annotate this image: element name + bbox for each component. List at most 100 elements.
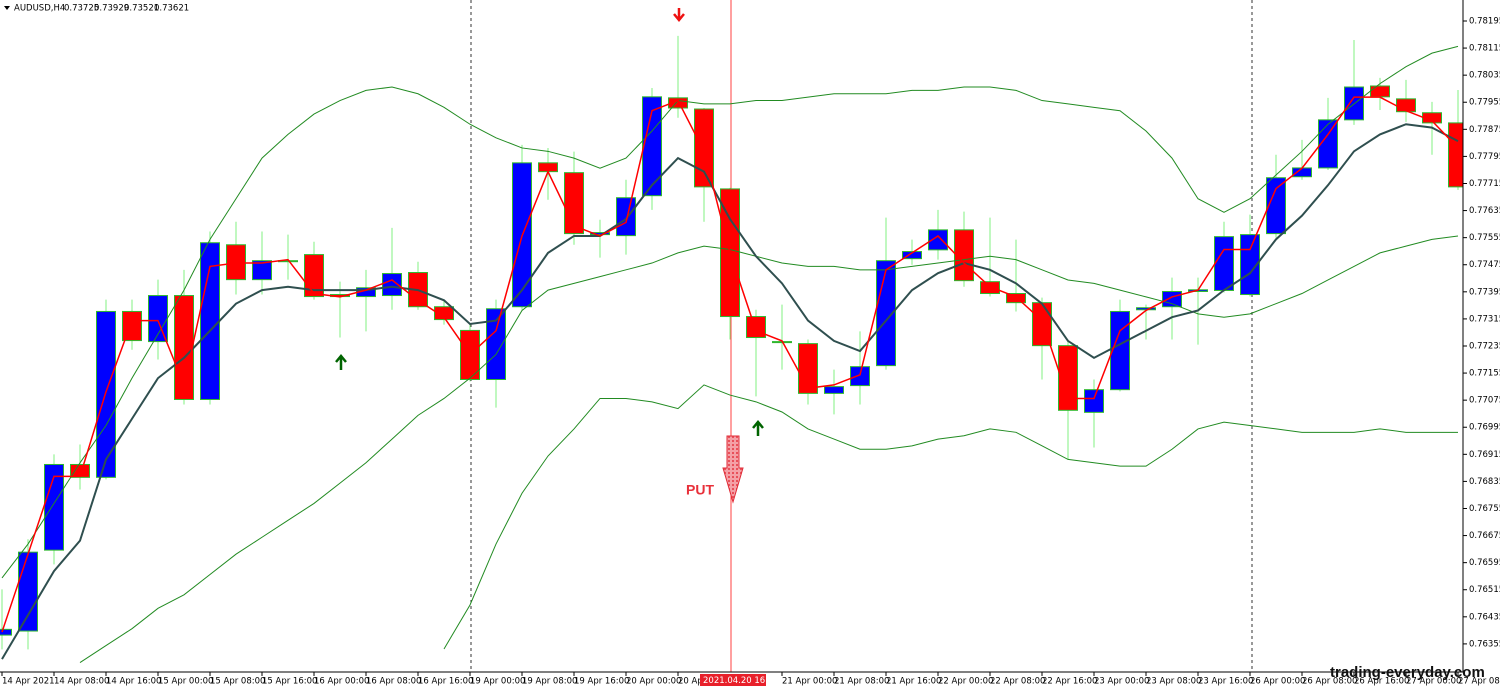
indicator-line [1,123,1459,660]
candle-body [382,273,402,297]
x-tick-label: 23 Apr 00:00 [1094,677,1149,687]
y-tick-label: 0.76915 [1469,450,1500,460]
candle-body [980,281,1000,295]
y-tick-label: 0.77075 [1469,396,1500,406]
candle-body [928,229,948,251]
x-tick-label: 19 Apr 08:00 [522,677,577,687]
symbol: AUDUSD,H4 [14,4,65,14]
candle-body [1396,98,1416,113]
info-low: 0.73521 [124,4,159,14]
y-tick-label: 0.77875 [1469,125,1500,135]
x-tick-label: 20 Apr [678,677,707,687]
x-tick-label: 19 Apr 00:00 [470,677,525,687]
candle-body [18,551,38,632]
x-tick-label: 19 Apr 16:00 [574,677,629,687]
candle-body [122,310,142,342]
y-tick-label: 0.76355 [1469,639,1500,649]
y-tick-label: 0.77715 [1469,179,1500,189]
y-tick-label: 0.76835 [1469,477,1500,487]
candle-body [798,343,818,394]
put-arrow [722,435,744,504]
x-tick-label: 21 Apr 08:00 [834,677,889,687]
candle-body [668,97,688,109]
y-tick-label: 0.77235 [1469,341,1500,351]
candle-body [642,96,662,197]
info-open: 0.73725 [64,4,99,14]
y-tick-label: 0.77795 [1469,152,1500,162]
sell-arrow [673,8,685,22]
header: AUDUSD,H4 0.73725 0.73929 0.73521 0.7362… [4,4,189,14]
y-tick-label: 0.78195 [1469,16,1500,26]
candle-body [434,306,454,321]
info-close: 0.73621 [154,4,189,14]
x-tick-label: 15 Apr 00:00 [158,677,213,687]
x-tick-label: 14 Apr 16:00 [106,677,161,687]
marks [0,35,1463,663]
y-tick-label: 0.77475 [1469,260,1500,270]
candle-body [486,308,506,381]
y-tick-label: 0.77315 [1469,314,1500,324]
cursor-label-box [700,674,766,686]
candle-body [252,260,272,281]
y-tick-label: 0.76755 [1469,504,1500,514]
y-tick-label: 0.78035 [1469,71,1500,81]
x-tick-label: 22 Apr 00:00 [938,677,993,687]
y-tick-label: 0.76435 [1469,612,1500,622]
y-tick-label: 0.77635 [1469,206,1500,216]
x-tick-label: 21 Apr 16:00 [886,677,941,687]
x-tick-label: 22 Apr 16:00 [1042,677,1097,687]
indicator-line [1,45,1459,579]
y-tick-label: 0.76675 [1469,531,1500,541]
candle-body [1370,85,1390,98]
y-tick-label: 0.77395 [1469,287,1500,297]
candle-body [1058,345,1078,411]
indicator-line [443,384,1458,650]
y-tick-label: 0.77155 [1469,369,1500,379]
candle-body [304,254,324,298]
menu-triangle [4,6,10,10]
x-tick-label: 16 Apr 16:00 [418,677,473,687]
y-tick-label: 0.76995 [1469,423,1500,433]
candle-body [902,251,922,260]
x-tick-label: 26 Apr 08:00 [1302,677,1357,687]
candle-body [850,366,870,387]
x-tick-label: 15 Apr 16:00 [262,677,317,687]
candle-body [1318,119,1338,169]
candle-body [824,386,844,394]
indicator-line [1,96,1459,633]
x-tick-label: 21 Apr 00:00 [782,677,837,687]
candle-body [564,172,584,235]
candle-body [1084,389,1104,413]
candle-body [590,232,610,236]
candle-body [96,310,116,478]
y-tick-label: 0.76515 [1469,585,1500,595]
candle-body [1006,293,1026,304]
x-tick-label: 26 Apr 00:00 [1250,677,1305,687]
x-tick-label: 27 Apr 08:00 [1458,677,1500,687]
put-label: PUT [686,482,714,498]
candle-body [226,244,246,281]
x-tick-label: 26 Apr 16:00 [1354,677,1409,687]
candle-body [1136,307,1156,311]
y-tick-label: 0.77555 [1469,233,1500,243]
x-tick-label: 16 Apr 00:00 [314,677,369,687]
y-tick-label: 0.76595 [1469,558,1500,568]
x-tick-label: 20 Apr 00:00 [626,677,681,687]
candle-body [1292,167,1312,178]
y-tick-label: 0.77955 [1469,98,1500,108]
buy-arrow [752,420,764,436]
x-tick-label: 16 Apr 08:00 [366,677,421,687]
indicator-line [79,235,1459,663]
x-tick-label: 23 Apr 08:00 [1146,677,1201,687]
x-tick-label: 23 Apr 16:00 [1198,677,1253,687]
candle-body [746,316,766,339]
cursor-label: 2021.04.20 16:00 [703,676,779,686]
candle-body [70,463,90,478]
candle-body [1162,290,1182,308]
x-tick-label: 27 Apr 00:00 [1406,677,1461,687]
watermark: trading-everyday.com [1330,664,1485,681]
y-tick-label: 0.78115 [1469,44,1500,54]
